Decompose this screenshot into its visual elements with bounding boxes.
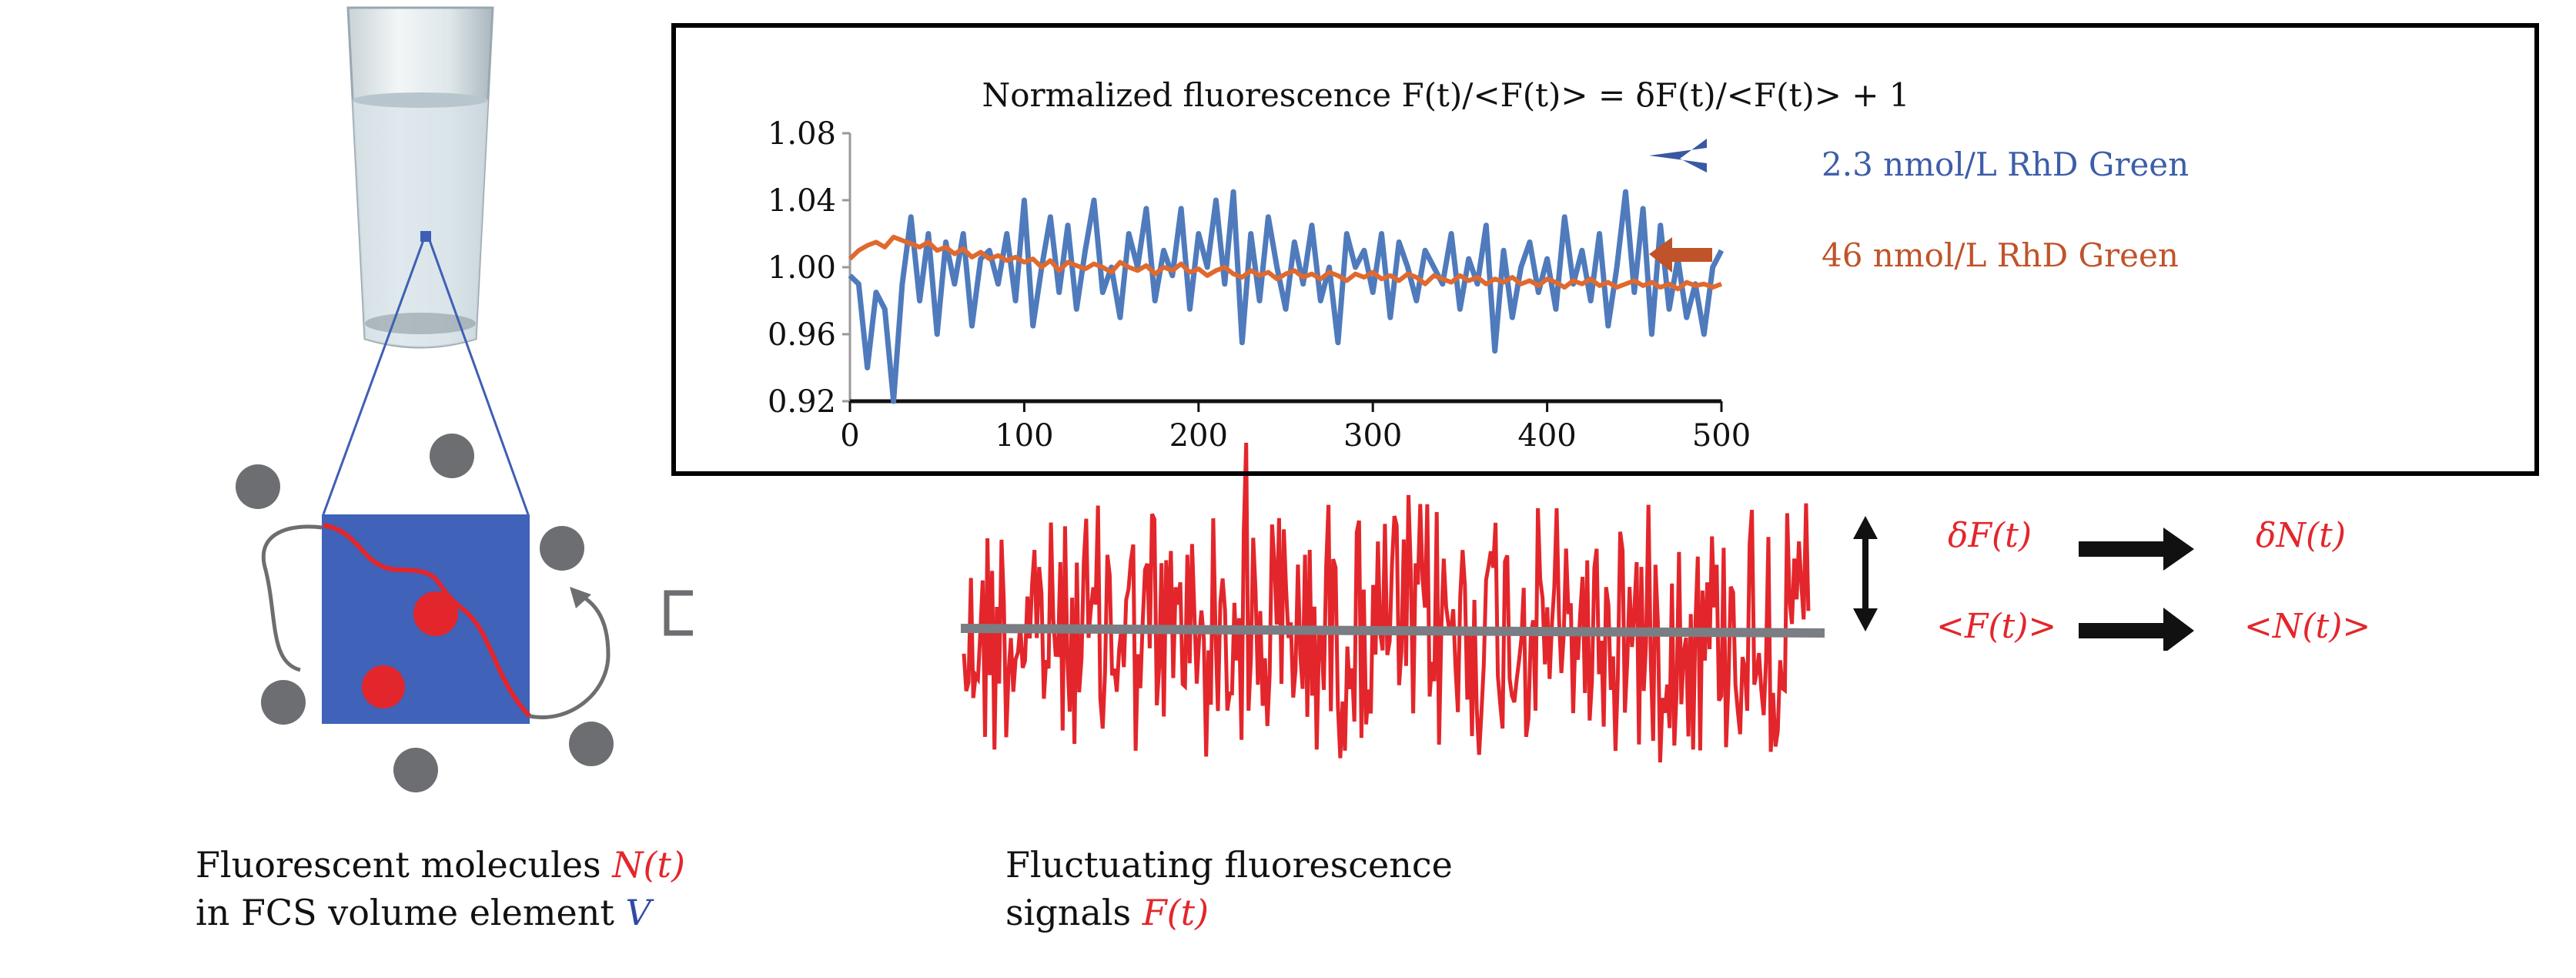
sample-point [420, 231, 431, 242]
middle-caption-line1: Fluctuating fluorescence [1005, 844, 1453, 886]
double-arrow-icon [1853, 516, 1878, 631]
arrow-right-icon [2079, 608, 2194, 651]
left-caption-line1: Fluorescent molecules N(t) [196, 844, 685, 886]
middle-caption-line2: signals F(t) [1005, 892, 1209, 933]
y-tick-label: 0.96 [768, 317, 836, 353]
signal-trace [962, 442, 1811, 763]
x-tick-label: 100 [995, 418, 1053, 454]
series-line-2-3nm [848, 189, 1725, 404]
y-tick-label: 1.04 [768, 183, 836, 219]
arrow-head-icon [570, 587, 591, 608]
molecule-in-volume [413, 591, 458, 636]
orange-legend-arrow-icon [1649, 237, 1712, 273]
mean-level-line [960, 624, 1825, 638]
chart-frame [671, 23, 2539, 476]
molecule-in-volume [362, 665, 405, 708]
y-tick-label: 0.92 [768, 384, 836, 420]
mean-f-label: <F(t)> [1936, 607, 2057, 646]
left-caption-line2: in FCS volume element V [196, 892, 651, 933]
water-glass-icon [346, 6, 494, 349]
blue-legend-arrow-icon [1649, 139, 1707, 172]
mean-n-label: <N(t)> [2244, 607, 2371, 646]
fcs-volume-diagram [236, 6, 693, 792]
series-line-46nm [848, 234, 1723, 292]
chart-title: Normalized fluorescence F(t)/<F(t)> = δF… [982, 76, 1909, 114]
delta-f-label: δF(t) [1948, 516, 2032, 555]
normalized-fluorescence-chart: Normalized fluorescence F(t)/<F(t)> = δF… [768, 76, 2189, 454]
fluctuating-signal [960, 442, 1825, 763]
x-tick-label: 400 [1517, 418, 1576, 454]
x-tick-label: 0 [840, 418, 859, 454]
delta-n-label: δN(t) [2256, 516, 2347, 555]
x-tick-label: 500 [1692, 418, 1751, 454]
arrow-right-icon [2079, 528, 2194, 571]
x-tick-label: 200 [1169, 418, 1228, 454]
x-tick-label: 300 [1343, 418, 1402, 454]
molecules-outside [236, 434, 614, 792]
right-arrows [2079, 528, 2194, 651]
y-tick-label: 1.00 [768, 250, 836, 286]
legend-orange: 46 nmol/L RhD Green [1822, 236, 2179, 274]
y-tick-label: 1.08 [768, 116, 836, 152]
hollow-arrow-icon [664, 590, 693, 636]
legend-blue: 2.3 nmol/L RhD Green [1822, 146, 2189, 183]
